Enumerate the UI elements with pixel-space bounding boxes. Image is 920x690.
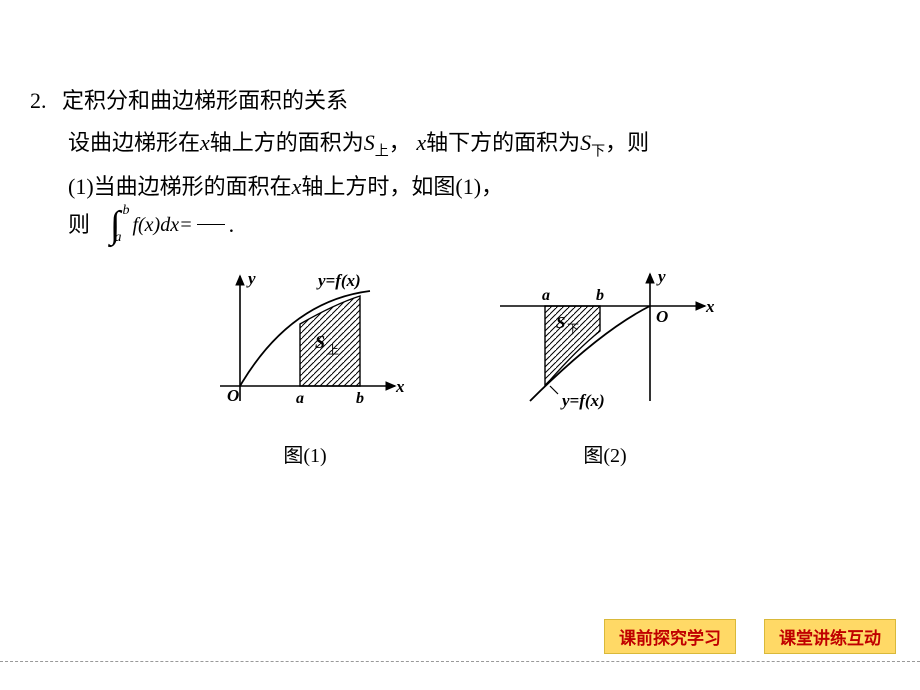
integral-bounds: b a xyxy=(120,204,132,246)
fig2-b: b xyxy=(596,287,604,304)
figure-1-svg: y x O a b y=f(x) S 上 xyxy=(200,266,410,416)
premise-end: ，则 xyxy=(605,130,649,155)
figure-1: y x O a b y=f(x) S 上 图(1) xyxy=(200,266,410,476)
fig2-region-s: S xyxy=(556,313,565,332)
heading-line: 2.定积分和曲边梯形面积的关系 xyxy=(30,80,890,122)
s-lower-sub: 下 xyxy=(591,144,605,159)
fig2-y-label: y xyxy=(656,267,666,286)
integral-row: 则 ∫ b a f(x)dx= . xyxy=(68,204,890,246)
classroom-button[interactable]: 课堂讲练互动 xyxy=(764,619,896,654)
s-upper: S xyxy=(364,130,375,155)
blank-fill xyxy=(197,224,225,225)
case1-line: (1)当曲边梯形的面积在x轴上方时，如图(1)， xyxy=(68,166,890,208)
case1-mid: 轴上方时，如图(1)， xyxy=(301,174,503,199)
x-var: x xyxy=(200,130,210,155)
fig1-caption: 图(1) xyxy=(200,437,410,475)
fig2-x-label: x xyxy=(705,297,715,316)
integrand: f(x)dx= xyxy=(132,206,192,244)
case1-prefix: (1)当曲边梯形的面积在 xyxy=(68,174,292,199)
then-text: 则 xyxy=(68,204,90,246)
figure-2: y x O a b y=f(x) S 下 图(2) xyxy=(490,266,720,476)
integral-expr: ∫ b a f(x)dx= xyxy=(110,204,193,246)
footer-divider xyxy=(0,661,920,662)
figures-row: y x O a b y=f(x) S 上 图(1) xyxy=(30,266,890,476)
fig2-origin: O xyxy=(656,307,668,326)
fig1-a: a xyxy=(296,390,304,407)
fig1-b: b xyxy=(356,390,364,407)
premise-prefix: 设曲边梯形在 xyxy=(68,130,200,155)
fig1-y-label: y xyxy=(246,269,256,288)
s-lower: S xyxy=(580,130,591,155)
premise-mid2: 轴下方的面积为 xyxy=(426,130,580,155)
figure-2-svg: y x O a b y=f(x) S 下 xyxy=(490,266,720,416)
x-var2: x xyxy=(416,130,426,155)
fig1-origin: O xyxy=(227,386,239,405)
prestudy-button[interactable]: 课前探究学习 xyxy=(604,619,736,654)
fig1-curve-label: y=f(x) xyxy=(316,271,361,290)
fig1-x-label: x xyxy=(395,377,405,396)
comma1: ， xyxy=(389,130,411,155)
footer-buttons: 课前探究学习 课堂讲练互动 xyxy=(604,619,896,654)
section-number: 2. xyxy=(30,80,62,122)
s-upper-sub: 上 xyxy=(375,144,389,159)
upper-bound: b xyxy=(122,198,129,225)
fig1-region-sub: 上 xyxy=(327,343,339,357)
content-area: 2.定积分和曲边梯形面积的关系 设曲边梯形在x轴上方的面积为S上， x轴下方的面… xyxy=(0,0,920,475)
fig2-caption: 图(2) xyxy=(490,437,720,475)
lower-bound: a xyxy=(114,225,121,252)
case1-x: x xyxy=(292,174,302,199)
premise-line: 设曲边梯形在x轴上方的面积为S上， x轴下方的面积为S下，则 xyxy=(68,122,890,166)
fig2-region-sub: 下 xyxy=(567,322,579,336)
fig2-curve-label: y=f(x) xyxy=(560,391,605,410)
fig1-region-s: S xyxy=(315,332,325,352)
section-title: 定积分和曲边梯形面积的关系 xyxy=(62,88,348,113)
period: . xyxy=(229,204,235,246)
premise-mid1: 轴上方的面积为 xyxy=(210,130,364,155)
fig2-a: a xyxy=(542,287,550,304)
